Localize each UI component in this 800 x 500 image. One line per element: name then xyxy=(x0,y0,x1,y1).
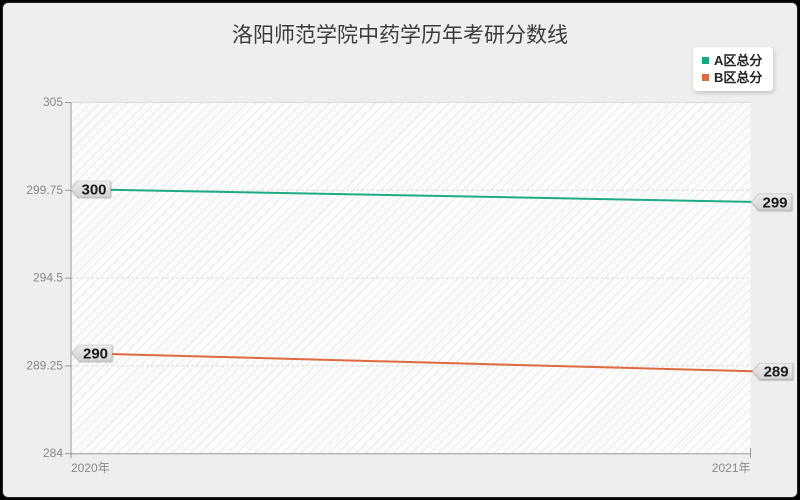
svg-text:300: 300 xyxy=(81,181,106,198)
svg-text:289: 289 xyxy=(764,364,789,381)
svg-text:290: 290 xyxy=(83,345,108,362)
svg-text:284: 284 xyxy=(43,446,63,460)
svg-text:299.75: 299.75 xyxy=(26,183,63,197)
svg-text:299: 299 xyxy=(762,194,787,211)
svg-text:289.25: 289.25 xyxy=(26,358,63,372)
svg-text:305: 305 xyxy=(43,95,63,109)
svg-text:294.5: 294.5 xyxy=(33,271,63,285)
svg-text:2021年: 2021年 xyxy=(712,461,751,475)
svg-text:2020年: 2020年 xyxy=(71,461,110,475)
